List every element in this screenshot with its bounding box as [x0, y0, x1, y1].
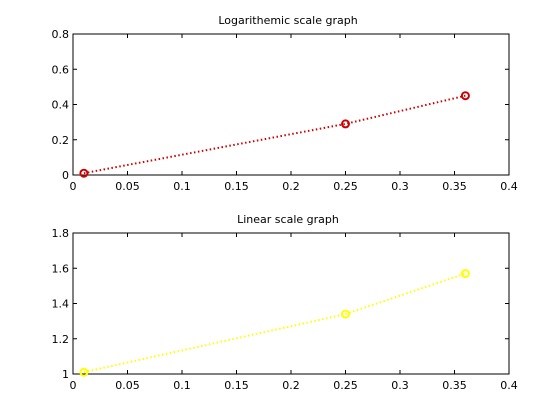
log-data-point: [341, 119, 350, 129]
log-axes-box: [72, 33, 510, 176]
linear-xtick-label: 0.35: [442, 379, 467, 392]
linear-series-line: [83, 272, 466, 374]
linear-xtick-label: 0.25: [333, 379, 358, 392]
log-xtick-label: 0.1: [173, 180, 191, 193]
linear-ticks: 0 0.05 0.1 0.15 0.2 0.25 0.3 0.35 0.4 1 1.2 1.4 1.6 1…: [52, 227, 518, 392]
log-xtick-label: 0.15: [224, 180, 249, 193]
linear-ytick-label: 1: [62, 368, 69, 381]
log-data-point: [79, 168, 89, 178]
linear-data-point: [79, 367, 89, 377]
linear-chart-title: Linear scale graph: [237, 213, 339, 226]
log-ytick-label: 0: [62, 169, 69, 182]
log-xtick-label: 0.35: [442, 180, 467, 193]
log-ticks: 0 0.05 0.1 0.15 0.2 0.25 0.3 0.35 0.4 0 0.2 0.4 0.6 0…: [52, 28, 518, 193]
linear-xtick-label: 0.3: [391, 379, 409, 392]
linear-ytick-label: 1.4: [52, 298, 70, 311]
log-xtick-label: 0.25: [333, 180, 358, 193]
log-ytick-label: 0.6: [52, 63, 70, 76]
log-ytick-label: 0.4: [52, 99, 70, 112]
linear-xtick-label: 0.4: [500, 379, 518, 392]
linear-data-point: [341, 309, 350, 319]
log-data-point: [460, 91, 470, 101]
linear-ytick-label: 1.8: [52, 227, 70, 240]
log-series-line: [83, 94, 466, 175]
log-marks: [79, 91, 470, 178]
linear-ytick-label: 1.2: [52, 333, 70, 346]
log-ytick-label: 0.8: [52, 28, 70, 41]
linear-xtick-label: 0.2: [282, 379, 300, 392]
linear-data-point: [460, 269, 470, 279]
log-xtick-label: 0.3: [391, 180, 409, 193]
linear-xtick-label: 0.1: [173, 379, 191, 392]
log-scale-panel: Logarithemic scale graph 0 0.05 0.1 0.15 0.2…: [52, 14, 518, 193]
log-chart-title: Logarithemic scale graph: [218, 14, 357, 27]
linear-xtick-label: 0: [70, 379, 77, 392]
log-xtick-label: 0.05: [115, 180, 140, 193]
linear-axes-box: [72, 232, 510, 375]
linear-scale-panel: Linear scale graph 0 0.05 0.1 0.15 0.2 0.25 0.…: [52, 213, 518, 392]
log-xtick-label: 0: [70, 180, 77, 193]
log-xtick-label: 0.4: [500, 180, 518, 193]
linear-marks: [79, 269, 470, 377]
linear-ytick-label: 1.6: [52, 262, 70, 275]
log-xtick-label: 0.2: [282, 180, 300, 193]
linear-xtick-label: 0.05: [115, 379, 140, 392]
log-ytick-label: 0.2: [52, 134, 70, 147]
linear-xtick-label: 0.15: [224, 379, 249, 392]
